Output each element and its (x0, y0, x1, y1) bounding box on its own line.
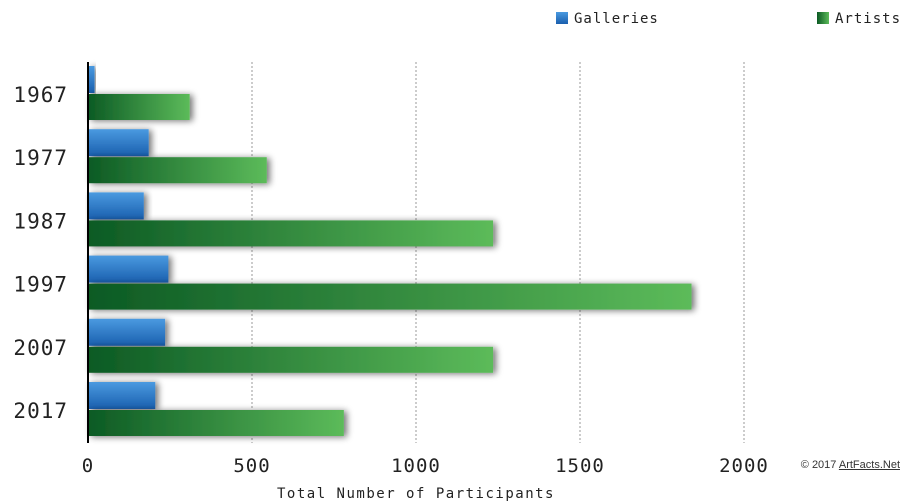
category-label-1987: 1987 (13, 209, 68, 233)
x-tick-label-1000: 1000 (391, 455, 441, 477)
legend: Galleries Artists (556, 11, 901, 27)
bar-artists-1977[interactable] (88, 157, 267, 184)
copyright-notice: © 2017 ArtFacts.Net (801, 459, 900, 471)
bar-artists-2007[interactable] (88, 346, 494, 373)
x-tick-label-500: 500 (233, 455, 270, 477)
legend-item-artists[interactable]: Artists (817, 11, 901, 27)
category-label-2007: 2007 (13, 336, 68, 360)
bar-galleries-2007[interactable] (88, 318, 166, 346)
x-tick-label-2000: 2000 (719, 455, 769, 477)
bar-galleries-1977[interactable] (88, 129, 149, 157)
bar-galleries-1987[interactable] (88, 192, 144, 220)
gridlines (251, 62, 745, 443)
bar-artists-1967[interactable] (88, 94, 190, 120)
category-label-1977: 1977 (13, 146, 68, 170)
legend-label-artists: Artists (835, 11, 901, 27)
x-tick-label-0: 0 (82, 455, 94, 477)
x-axis-title: Total Number of Participants (277, 486, 555, 502)
bar-artists-1987[interactable] (88, 220, 494, 247)
legend-label-galleries: Galleries (574, 11, 659, 27)
bar-galleries-1967[interactable] (88, 66, 95, 93)
bar-artists-1997[interactable] (88, 283, 692, 310)
bar-artists-2017[interactable] (88, 410, 344, 436)
category-labels: 1967 1977 1987 1997 2007 2017 (13, 83, 68, 423)
bar-galleries-2017[interactable] (88, 382, 156, 409)
legend-swatch-artists (817, 12, 829, 24)
x-tick-label-1500: 1500 (555, 455, 605, 477)
category-label-1997: 1997 (13, 273, 68, 297)
bars (88, 66, 692, 436)
legend-swatch-galleries (556, 12, 568, 24)
category-label-2017: 2017 (13, 399, 68, 423)
legend-item-galleries[interactable]: Galleries (556, 11, 659, 27)
copyright-text: © 2017 (800, 459, 839, 471)
x-tick-labels: 0 500 1000 1500 2000 (82, 455, 769, 477)
bar-galleries-1997[interactable] (88, 255, 169, 283)
artfacts-link[interactable]: ArtFacts.Net (838, 459, 900, 471)
category-label-1967: 1967 (13, 83, 68, 107)
